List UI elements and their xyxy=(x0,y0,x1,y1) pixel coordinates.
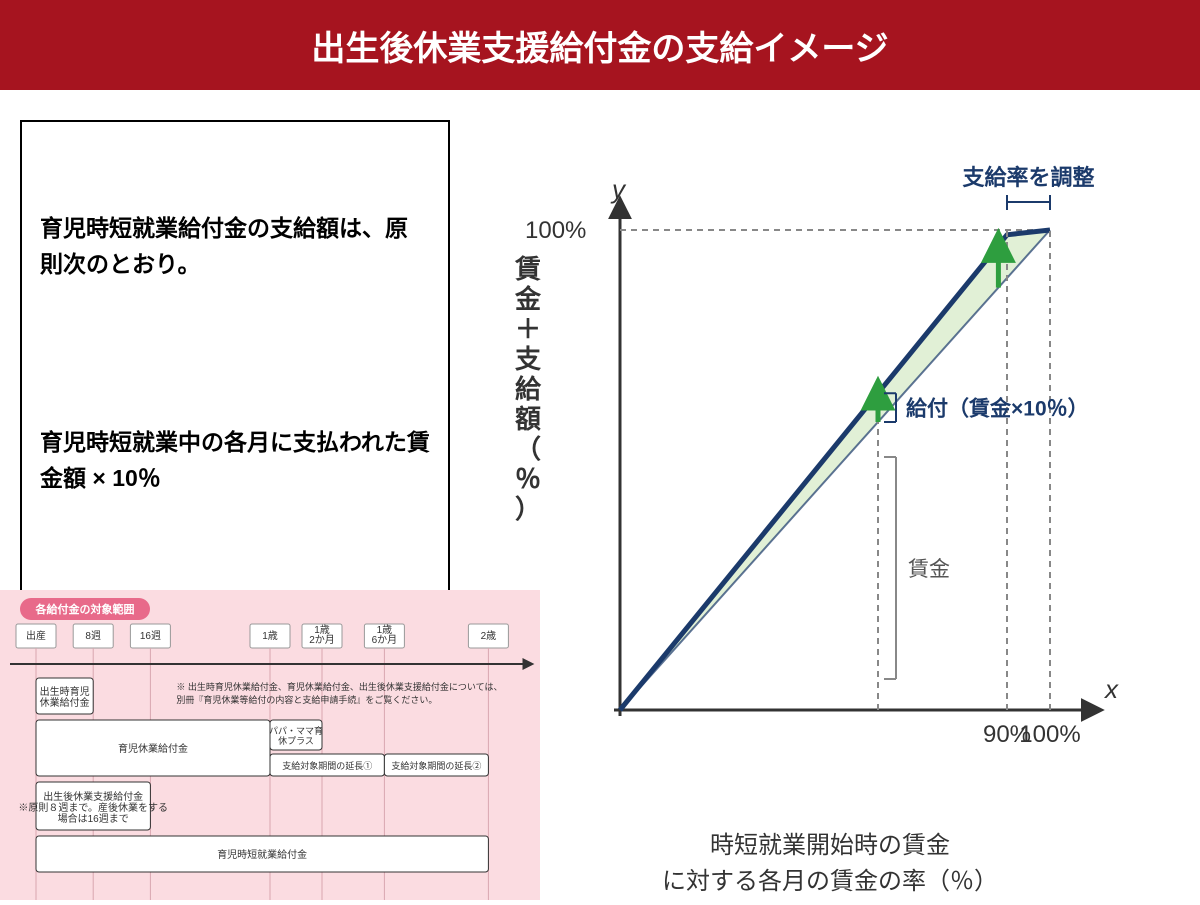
svg-text:16週: 16週 xyxy=(140,630,161,642)
svg-text:給付（賃金×10％）: 給付（賃金×10％） xyxy=(906,397,1089,421)
svg-text:支給率を調整: 支給率を調整 xyxy=(962,165,1094,190)
textbox-para2: 育児時短就業中の各月に支払われた賃金額 × 10％ xyxy=(40,425,430,496)
svg-text:賃金: 賃金 xyxy=(908,558,950,581)
svg-text:場合は16週まで: 場合は16週まで xyxy=(58,812,129,825)
benefit-timeline: 各給付金の対象範囲出産8週16週1歳1歳2か月1歳6か月2歳出生時育児休業給付金… xyxy=(0,590,540,900)
svg-text:100%: 100% xyxy=(525,217,586,244)
svg-text:2か月: 2か月 xyxy=(309,634,335,646)
svg-text:支給対象期間の延長②: 支給対象期間の延長② xyxy=(391,760,481,771)
svg-text:出生後休業支援給付金: 出生後休業支援給付金 xyxy=(43,790,143,803)
svg-text:6か月: 6か月 xyxy=(372,634,398,646)
svg-text:x: x xyxy=(1103,674,1119,704)
svg-text:100%: 100% xyxy=(1019,721,1080,748)
svg-text:2歳: 2歳 xyxy=(481,630,497,642)
svg-text:パパ・ママ育: パパ・ママ育 xyxy=(269,725,323,736)
x-axis-title: 時短就業開始時の賃金 に対する各月の賃金の率（％） xyxy=(490,828,1170,900)
svg-text:育児時短就業給付金: 育児時短就業給付金 xyxy=(217,848,307,861)
timeline-area: 各給付金の対象範囲出産8週16週1歳1歳2か月1歳6か月2歳出生時育児休業給付金… xyxy=(0,590,540,900)
svg-text:出産: 出産 xyxy=(26,629,46,642)
svg-text:賃金＋支給額（％）: 賃金＋支給額（％） xyxy=(514,254,542,524)
svg-text:別冊『育児休業等給付の内容と支給申請手続』をご覧ください。: 別冊『育児休業等給付の内容と支給申請手続』をご覧ください。 xyxy=(176,694,437,705)
svg-text:※ 出生時育児休業給付金、育児休業給付金、出生後休業支援給付: ※ 出生時育児休業給付金、育児休業給付金、出生後休業支援給付金については、 xyxy=(176,681,502,692)
page-header: 出生後休業支援給付金の支給イメージ xyxy=(0,0,1200,90)
svg-text:休プラス: 休プラス xyxy=(278,735,314,746)
textbox-para1: 育児時短就業給付金の支給額は、原則次のとおり。 xyxy=(40,211,430,282)
svg-text:休業給付金: 休業給付金 xyxy=(40,696,90,709)
svg-text:8週: 8週 xyxy=(85,630,101,642)
benefit-chart: 支給率を調整y100%賃金＋支給額（％） x90%100%給付（賃金×10％）賃… xyxy=(490,110,1170,810)
svg-text:育児休業給付金: 育児休業給付金 xyxy=(118,742,188,755)
svg-text:出生時育児: 出生時育児 xyxy=(40,685,90,698)
svg-text:1歳: 1歳 xyxy=(262,630,278,642)
main-content: 育児時短就業給付金の支給額は、原則次のとおり。 育児時短就業中の各月に支払われた… xyxy=(0,90,1200,900)
svg-text:支給対象期間の延長①: 支給対象期間の延長① xyxy=(282,760,372,771)
svg-text:各給付金の対象範囲: 各給付金の対象範囲 xyxy=(35,602,135,616)
svg-text:※原則８週まで。産後休業をする: ※原則８週まで。産後休業をする xyxy=(18,801,168,814)
svg-text:y: y xyxy=(610,174,627,204)
header-title: 出生後休業支援給付金の支給イメージ xyxy=(311,21,888,70)
chart-area: 支給率を調整y100%賃金＋支給額（％） x90%100%給付（賃金×10％）賃… xyxy=(490,110,1170,900)
